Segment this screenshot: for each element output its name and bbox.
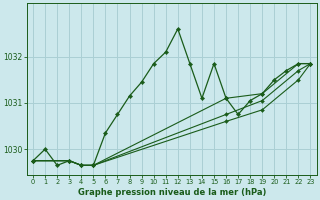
X-axis label: Graphe pression niveau de la mer (hPa): Graphe pression niveau de la mer (hPa) [77, 188, 266, 197]
